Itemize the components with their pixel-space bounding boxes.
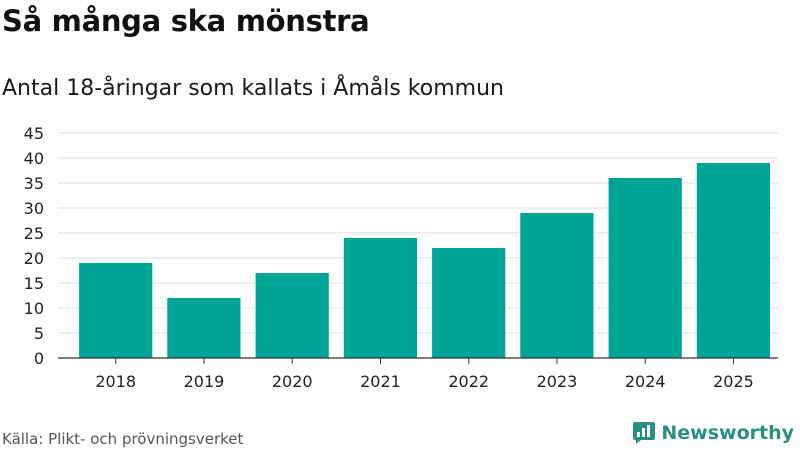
bars — [79, 163, 770, 358]
bar-2020 — [255, 273, 329, 358]
x-tick-label: 2022 — [448, 372, 489, 391]
y-tick-label: 40 — [24, 149, 44, 168]
bar-2018 — [79, 263, 153, 358]
y-tick-label: 25 — [24, 224, 44, 243]
x-tick-label: 2024 — [625, 372, 666, 391]
y-tick-label: 0 — [34, 349, 44, 368]
y-tick-label: 15 — [24, 274, 44, 293]
x-tick-label: 2025 — [713, 372, 754, 391]
brand-name: Newsworthy — [661, 422, 794, 444]
newsworthy-logo-icon — [633, 422, 656, 444]
bar-2021 — [343, 238, 417, 358]
y-tick-label: 10 — [24, 299, 44, 318]
axes — [58, 357, 778, 364]
chart-title: Så många ska mönstra — [2, 4, 370, 38]
chart-subtitle: Antal 18-åringar som kallats i Åmåls kom… — [2, 76, 504, 101]
bar-2019 — [167, 298, 241, 358]
bar-2022 — [432, 248, 506, 358]
x-tick-label: 2019 — [184, 372, 225, 391]
bar-2025 — [696, 163, 770, 358]
x-tick-label: 2018 — [95, 372, 136, 391]
y-tick-label: 5 — [34, 324, 44, 343]
bar-2023 — [520, 213, 594, 358]
y-tick-label: 35 — [24, 174, 44, 193]
x-tick-label: 2021 — [360, 372, 401, 391]
y-tick-label: 45 — [24, 124, 44, 143]
source-note: Källa: Plikt- och prövningsverket — [2, 430, 244, 448]
y-tick-label: 30 — [24, 199, 44, 218]
y-tick-label: 20 — [24, 249, 44, 268]
brand-logo: Newsworthy — [633, 421, 794, 445]
x-tick-label: 2020 — [272, 372, 313, 391]
bar-2024 — [608, 178, 682, 358]
x-tick-label: 2023 — [537, 372, 578, 391]
